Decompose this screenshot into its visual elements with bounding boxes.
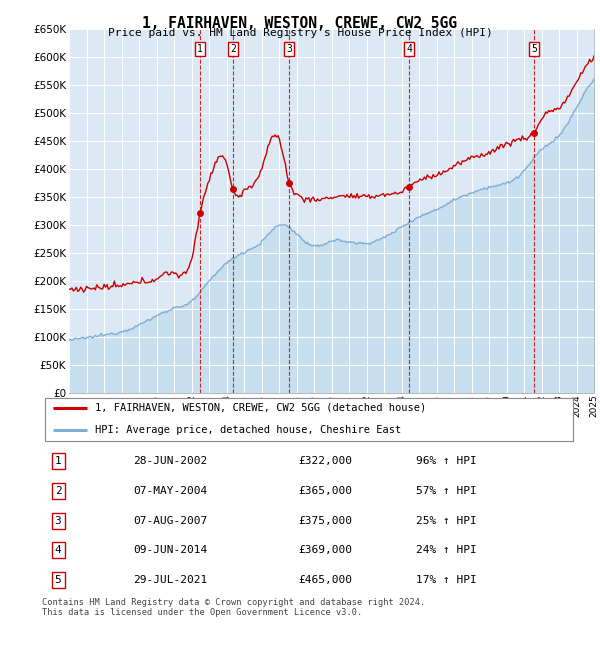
Text: 96% ↑ HPI: 96% ↑ HPI [416, 456, 476, 466]
Text: 1: 1 [55, 456, 61, 466]
FancyBboxPatch shape [44, 398, 574, 441]
Text: 25% ↑ HPI: 25% ↑ HPI [416, 515, 476, 526]
Text: £322,000: £322,000 [298, 456, 352, 466]
Text: 24% ↑ HPI: 24% ↑ HPI [416, 545, 476, 555]
Text: 4: 4 [406, 44, 412, 54]
Text: 57% ↑ HPI: 57% ↑ HPI [416, 486, 476, 496]
Text: 17% ↑ HPI: 17% ↑ HPI [416, 575, 476, 585]
Text: 1, FAIRHAVEN, WESTON, CREWE, CW2 5GG: 1, FAIRHAVEN, WESTON, CREWE, CW2 5GG [143, 16, 458, 31]
Text: 1, FAIRHAVEN, WESTON, CREWE, CW2 5GG (detached house): 1, FAIRHAVEN, WESTON, CREWE, CW2 5GG (de… [95, 403, 427, 413]
Text: 1: 1 [197, 44, 203, 54]
Text: 07-MAY-2004: 07-MAY-2004 [133, 486, 207, 496]
Text: £365,000: £365,000 [298, 486, 352, 496]
Text: 29-JUL-2021: 29-JUL-2021 [133, 575, 207, 585]
Text: Contains HM Land Registry data © Crown copyright and database right 2024.
This d: Contains HM Land Registry data © Crown c… [42, 598, 425, 618]
Text: 4: 4 [55, 545, 61, 555]
Text: 3: 3 [286, 44, 292, 54]
Text: HPI: Average price, detached house, Cheshire East: HPI: Average price, detached house, Ches… [95, 424, 401, 435]
Text: £465,000: £465,000 [298, 575, 352, 585]
Text: 5: 5 [55, 575, 61, 585]
Text: 07-AUG-2007: 07-AUG-2007 [133, 515, 207, 526]
Text: 09-JUN-2014: 09-JUN-2014 [133, 545, 207, 555]
Text: 2: 2 [230, 44, 236, 54]
Text: 3: 3 [55, 515, 61, 526]
Text: 2: 2 [55, 486, 61, 496]
Text: £369,000: £369,000 [298, 545, 352, 555]
Text: £375,000: £375,000 [298, 515, 352, 526]
Text: 28-JUN-2002: 28-JUN-2002 [133, 456, 207, 466]
Text: 5: 5 [531, 44, 537, 54]
Text: Price paid vs. HM Land Registry's House Price Index (HPI): Price paid vs. HM Land Registry's House … [107, 28, 493, 38]
